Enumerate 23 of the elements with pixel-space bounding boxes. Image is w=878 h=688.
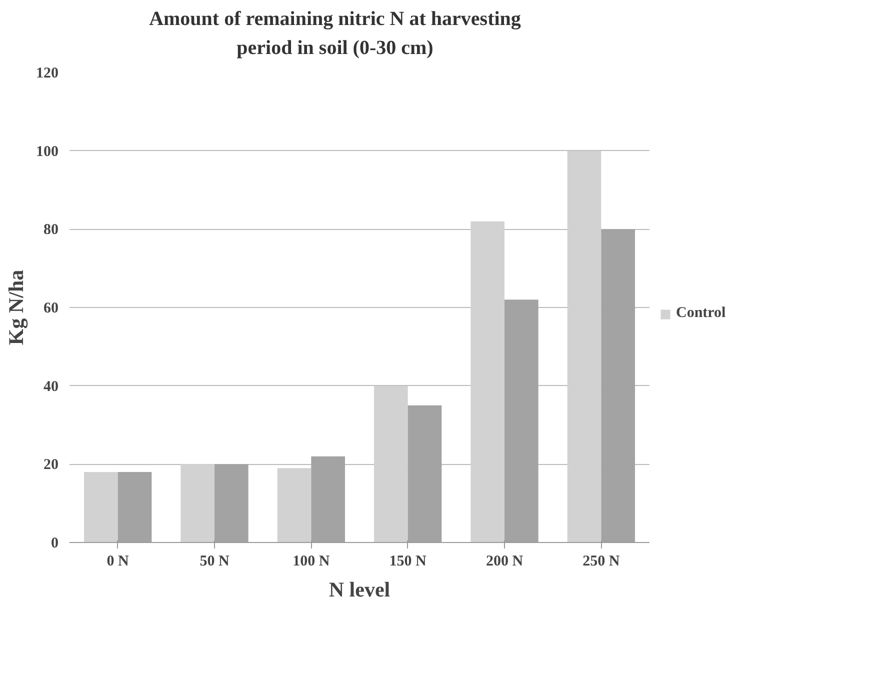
y-tick-label: 20 (44, 457, 58, 474)
y-tick-label: 40 (44, 378, 58, 395)
bar (470, 221, 504, 543)
x-tick-label: 100 N (292, 554, 330, 570)
x-tick-label: 200 N (486, 554, 524, 570)
chart-title: Amount of remaining nitric N at harvesting period in soil (0-30 cm) (149, 7, 521, 61)
y-axis-title: Kg N/ha (4, 269, 28, 346)
x-tick-label: 150 N (389, 554, 427, 570)
bar (180, 464, 214, 543)
bar (84, 472, 118, 543)
bar (277, 468, 312, 543)
bar (374, 386, 408, 543)
y-tick-label: 0 (51, 536, 58, 552)
x-axis-title: N level (328, 578, 390, 602)
y-tick-label: 120 (36, 66, 58, 82)
bar (567, 150, 602, 543)
x-tick-label: 50 N (200, 554, 230, 570)
x-tick-label: 0 N (106, 554, 130, 570)
x-tick-label: 250 N (582, 554, 620, 570)
y-tick-label: 100 (36, 144, 58, 160)
y-tick-label: 80 (44, 222, 58, 238)
legend-label: Control (676, 305, 726, 322)
y-tick-label: 60 (44, 300, 58, 317)
